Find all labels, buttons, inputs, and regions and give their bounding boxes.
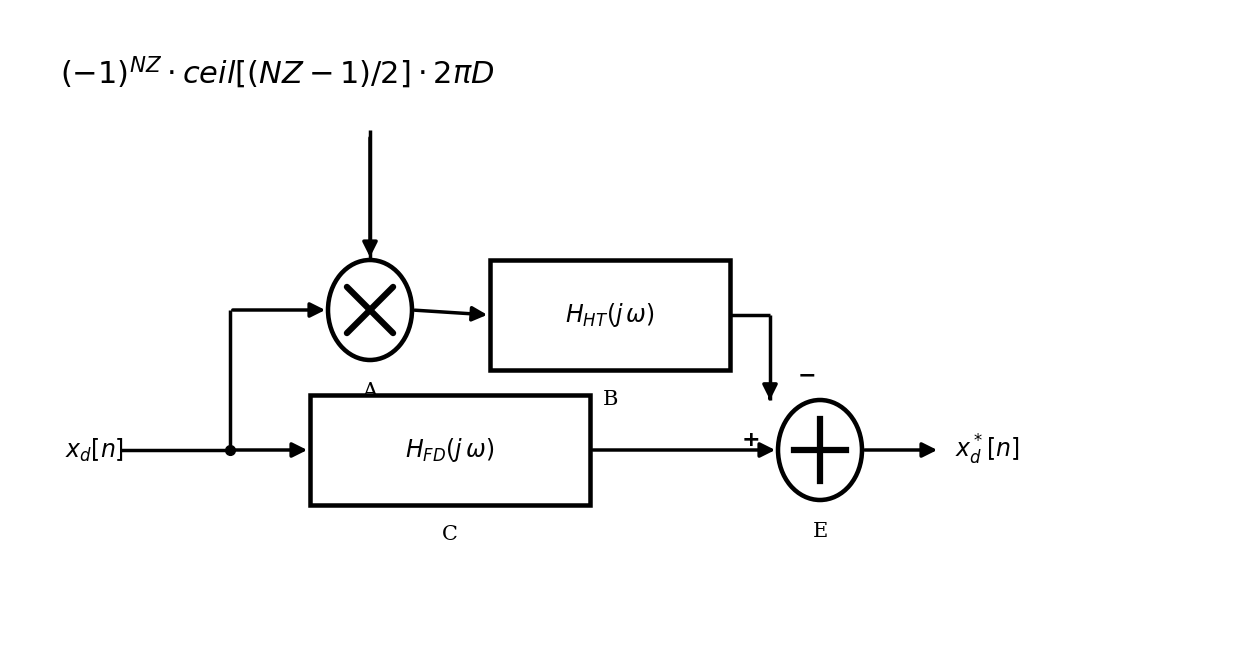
Text: $x_d^*[n]$: $x_d^*[n]$	[955, 433, 1019, 467]
Text: A: A	[362, 382, 377, 401]
Text: $x_d[n]$: $x_d[n]$	[64, 436, 124, 464]
Ellipse shape	[777, 400, 862, 500]
Ellipse shape	[329, 260, 412, 360]
Text: B: B	[603, 390, 618, 409]
Text: $(-1)^{NZ} \cdot ceil[(NZ-1)/2] \cdot 2\pi D$: $(-1)^{NZ} \cdot ceil[(NZ-1)/2] \cdot 2\…	[60, 55, 495, 91]
Bar	[490, 260, 730, 370]
Text: −: −	[799, 365, 817, 385]
Text: C: C	[443, 525, 458, 544]
Text: $H_{FD}(j\,\omega)$: $H_{FD}(j\,\omega)$	[405, 436, 495, 464]
Text: E: E	[812, 522, 827, 541]
Text: $H_{HT}(j\,\omega)$: $H_{HT}(j\,\omega)$	[565, 301, 655, 329]
Text: +: +	[742, 430, 760, 450]
Bar	[310, 395, 590, 505]
